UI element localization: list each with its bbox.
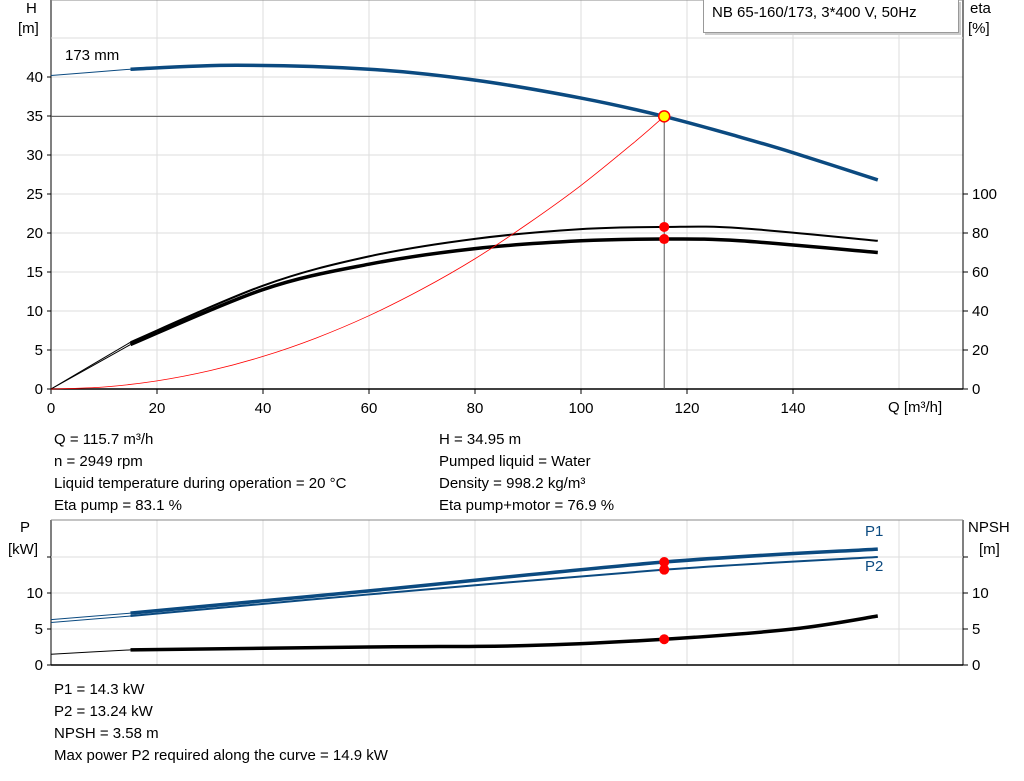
info-temp: Liquid temperature during operation = 20… [54,475,347,492]
info-bottom: P1 = 14.3 kW P2 = 13.24 kW NPSH = 3.58 m… [54,679,388,767]
hq-tick-label-x: 80 [467,400,484,417]
power-tick-label-y: 0 [35,657,43,674]
p-axis-label: P [20,519,31,536]
hq-tick-label-x: 140 [780,400,805,417]
hq-tick-label-y2: 20 [972,342,989,359]
hq-tick-label-y: 40 [26,69,43,86]
npsh-point [659,634,670,645]
eta-axis-label: eta [970,0,991,17]
p2-series-label: P2 [865,558,884,575]
info-npsh: NPSH = 3.58 m [54,725,159,742]
eta-total-point [659,234,670,245]
npsh-axis-label: NPSH [968,519,1010,536]
info-top-left: Q = 115.7 m³/h n = 2949 rpm Liquid tempe… [54,429,346,517]
power-tick-label-y2: 10 [972,585,989,602]
power-tick-label-y: 5 [35,621,43,638]
npsh-curve-extension [50,649,131,655]
eta-pump-point [659,221,670,232]
hq-tick-label-x: 0 [47,400,55,417]
info-eta-pump: Eta pump = 83.1 % [54,497,182,514]
info-p1: P1 = 14.3 kW [54,681,145,698]
info-liquid: Pumped liquid = Water [439,453,591,470]
hq-tick-label-x: 120 [674,400,699,417]
p-axis-unit: [kW] [8,541,38,558]
power-tick-label-y: 10 [26,585,43,602]
p1-series-label: P1 [865,523,884,540]
impeller-label: 173 mm [65,47,120,64]
info-h: H = 34.95 m [439,431,522,448]
hq-tick-label-y2: 80 [972,225,989,242]
npsh-curve [130,614,879,652]
info-eta-total: Eta pump+motor = 76.9 % [439,497,615,514]
info-density: Density = 998.2 kg/m³ [439,475,586,492]
p1-curve-extension [50,612,131,621]
p1-curve [130,547,878,615]
hq-tick-label-x: 60 [361,400,378,417]
info-top-right: H = 34.95 m Pumped liquid = Water Densit… [439,429,614,517]
eta-axis-unit: [%] [968,20,990,37]
h-axis-label: H [26,0,37,17]
eta-pump-curve [130,225,878,344]
head-curve [130,63,879,182]
operating-point [657,110,671,123]
chart-title: NB 65-160/173, 3*400 V, 50Hz [703,0,959,33]
info-q: Q = 115.7 m³/h [54,431,154,448]
hq-tick-label-y2: 0 [972,381,980,398]
hq-tick-label-y: 25 [26,186,43,203]
hq-tick-label-y: 35 [26,108,43,125]
hq-tick-label-x: 100 [568,400,593,417]
system-curve [50,116,665,390]
hq-tick-label-y: 5 [35,342,43,359]
q-axis-label: Q [m³/h] [888,399,943,416]
hq-tick-label-y2: 40 [972,303,989,320]
power-tick-label-y2: 0 [972,657,980,674]
hq-tick-label-y: 10 [26,303,43,320]
hq-tick-label-x: 20 [149,400,166,417]
hq-tick-label-y2: 60 [972,264,989,281]
p2-curve [130,556,878,618]
hq-tick-label-y: 15 [26,264,43,281]
p1-point [659,557,670,568]
p2-point [659,564,670,575]
head-curve-extension [50,68,131,76]
info-n: n = 2949 rpm [54,453,143,470]
npsh-axis-unit: [m] [979,541,1000,558]
eta-total-curve-extension [50,344,131,390]
info-p2: P2 = 13.24 kW [54,703,153,720]
hq-tick-label-y: 30 [26,147,43,164]
hq-tick-label-y2: 100 [972,186,997,203]
power-tick-label-y2: 5 [972,621,980,638]
p2-curve-extension [50,615,131,624]
h-axis-unit: [m] [18,20,39,37]
hq-tick-label-y: 0 [35,381,43,398]
eta-total-curve [129,237,878,347]
hq-tick-label-x: 40 [255,400,272,417]
info-max-power: Max power P2 required along the curve = … [54,747,388,764]
hq-tick-label-y: 20 [26,225,43,242]
